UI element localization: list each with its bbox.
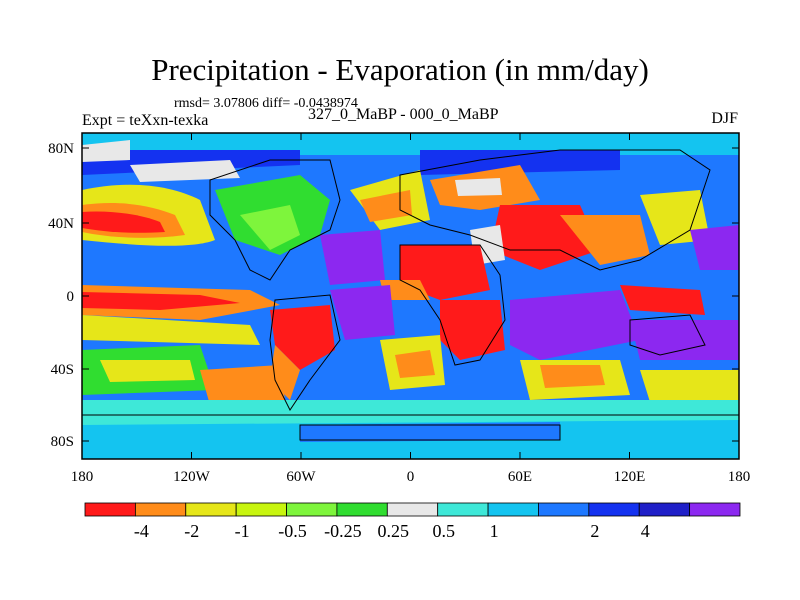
x-tick-label: 60W	[286, 469, 316, 485]
colorbar-swatch	[437, 502, 489, 517]
experiment-label: Expt = teXxn-texka	[82, 112, 209, 129]
colorbar-label: -4	[134, 521, 149, 541]
colorbar-swatch	[638, 502, 691, 517]
season-label: DJF	[711, 110, 738, 127]
colorbar: -4 -2 -1 -0.5 -0.25 0.25 0.5 1 2 4	[84, 502, 741, 541]
x-tick-label: 0	[407, 469, 415, 485]
y-tick-label: 40N	[48, 216, 74, 232]
y-tick-label: 80N	[48, 141, 74, 157]
y-tick-label: 0	[67, 289, 75, 305]
colorbar-swatch	[588, 502, 640, 517]
colorbar-swatch	[538, 502, 590, 517]
map-field	[82, 133, 739, 459]
colorbar-label: 0.5	[432, 521, 455, 541]
x-tick-label: 180	[71, 469, 94, 485]
stats-label: rmsd= 3.07806 diff= -0.0438974	[174, 96, 358, 111]
colorbar-label: -0.5	[278, 521, 307, 541]
colorbar-label: -0.25	[324, 521, 362, 541]
x-tick-label: 120E	[614, 469, 646, 485]
colorbar-swatch	[84, 502, 136, 517]
colorbar-label: -2	[184, 521, 199, 541]
colorbar-swatch	[286, 502, 338, 517]
colorbar-swatch	[386, 502, 439, 517]
coastlines	[82, 149, 739, 441]
colorbar-label: 1	[490, 521, 499, 541]
x-tick-label: 180	[728, 469, 751, 485]
colorbar-label: 0.25	[378, 521, 410, 541]
colorbar-swatch	[185, 502, 237, 517]
colorbar-swatch	[336, 502, 388, 517]
colorbar-swatch	[134, 502, 187, 517]
colorbar-label: 2	[590, 521, 599, 541]
colorbar-swatch	[689, 502, 741, 517]
colorbar-swatch	[487, 502, 539, 517]
colorbar-label: 4	[641, 521, 650, 541]
y-tick-label: 80S	[51, 434, 74, 450]
axis-ticks: 180 120W 60W 0 60E 120E 180 80N 40N 0 40S 80S	[48, 133, 750, 485]
period-label: 327_0_MaBP - 000_0_MaBP	[308, 106, 499, 123]
plot-title: Precipitation - Evaporation (in mm/day)	[151, 52, 649, 87]
y-tick-label: 40S	[51, 362, 74, 378]
colorbar-label: -1	[235, 521, 250, 541]
colorbar-swatch	[235, 502, 287, 517]
x-tick-label: 120W	[173, 469, 211, 485]
x-tick-label: 60E	[508, 469, 532, 485]
